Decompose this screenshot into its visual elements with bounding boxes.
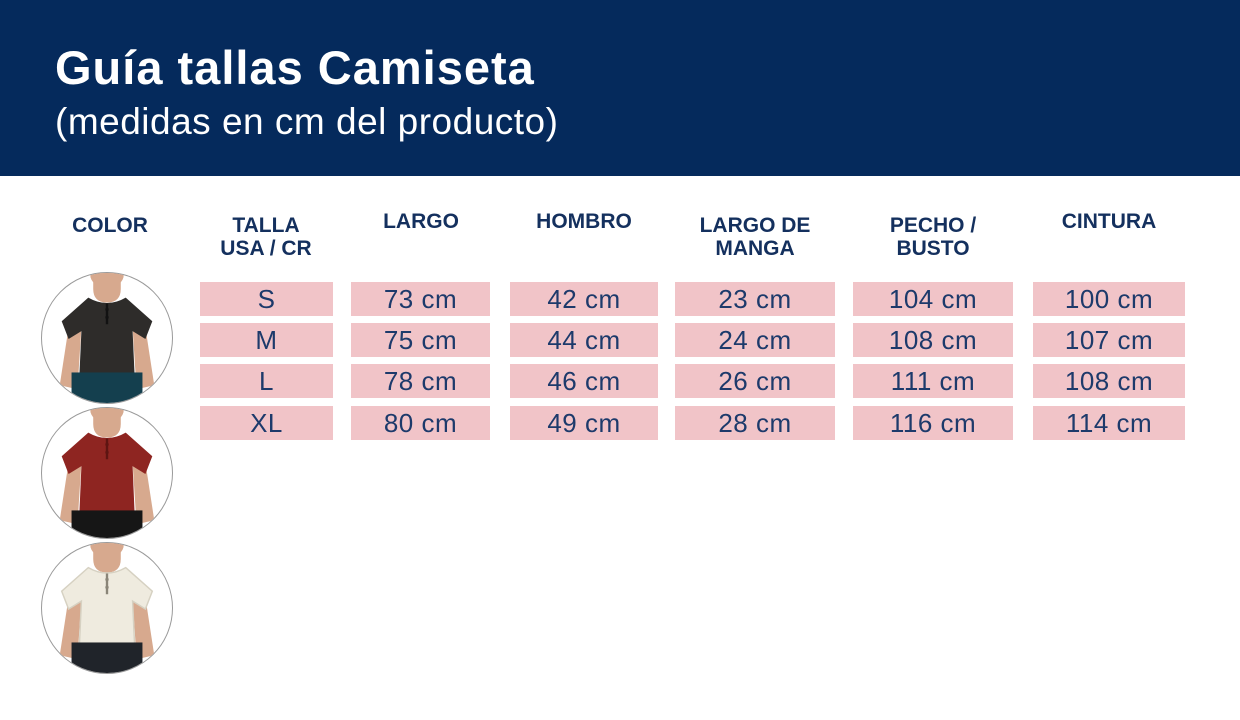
cell-size-xl: XL — [200, 406, 333, 440]
column-header-cintura: CINTURA — [1061, 210, 1157, 233]
cell-size-s: S — [200, 282, 333, 316]
cell-largo-l: 78 cm — [351, 364, 490, 398]
cell-pecho-l: 111 cm — [853, 364, 1013, 398]
product-photo-cream-tshirt — [41, 542, 173, 674]
column-header-talla-line1: TALLA — [232, 214, 300, 237]
cell-hombro-s: 42 cm — [510, 282, 658, 316]
cell-pecho-m: 108 cm — [853, 323, 1013, 357]
column-header-talla-line2: USA / CR — [220, 237, 312, 260]
column-header-color: COLOR — [72, 214, 148, 237]
cell-largo-xl: 80 cm — [351, 406, 490, 440]
page-subtitle: (medidas en cm del producto) — [55, 101, 559, 142]
cell-size-l: L — [200, 364, 333, 398]
column-header-hombro: HOMBRO — [536, 210, 632, 233]
cell-pecho-xl: 116 cm — [853, 406, 1013, 440]
cell-hombro-m: 44 cm — [510, 323, 658, 357]
cell-largo-m: 75 cm — [351, 323, 490, 357]
column-header-manga-line2: MANGA — [715, 237, 795, 260]
column-header-manga-line1: LARGO DE — [699, 214, 811, 237]
product-photo-black-tshirt — [41, 272, 173, 404]
page-title: Guía tallas Camiseta — [55, 41, 535, 94]
cell-cintura-m: 107 cm — [1033, 323, 1185, 357]
red-tshirt-illustration — [59, 408, 155, 538]
cell-largo-s: 73 cm — [351, 282, 490, 316]
column-header-pecho-line1: PECHO / — [889, 214, 977, 237]
cell-manga-l: 26 cm — [675, 364, 835, 398]
cell-size-m: M — [200, 323, 333, 357]
black-tshirt-illustration — [59, 273, 155, 403]
cell-cintura-l: 108 cm — [1033, 364, 1185, 398]
cream-tshirt-illustration — [59, 543, 155, 673]
cell-cintura-xl: 114 cm — [1033, 406, 1185, 440]
cell-hombro-xl: 49 cm — [510, 406, 658, 440]
column-header-talla: TALLA USA / CR — [186, 214, 346, 260]
cell-manga-xl: 28 cm — [675, 406, 835, 440]
cell-hombro-l: 46 cm — [510, 364, 658, 398]
column-header-largo-de-manga: LARGO DE MANGA — [675, 214, 835, 260]
cell-manga-s: 23 cm — [675, 282, 835, 316]
column-header-pecho-line2: BUSTO — [896, 237, 970, 260]
column-header-pecho-busto: PECHO / BUSTO — [853, 214, 1013, 260]
cell-pecho-s: 104 cm — [853, 282, 1013, 316]
column-header-largo: LARGO — [383, 210, 459, 233]
product-photo-red-tshirt — [41, 407, 173, 539]
cell-cintura-s: 100 cm — [1033, 282, 1185, 316]
header-banner: Guía tallas Camiseta (medidas en cm del … — [0, 0, 1240, 176]
cell-manga-m: 24 cm — [675, 323, 835, 357]
